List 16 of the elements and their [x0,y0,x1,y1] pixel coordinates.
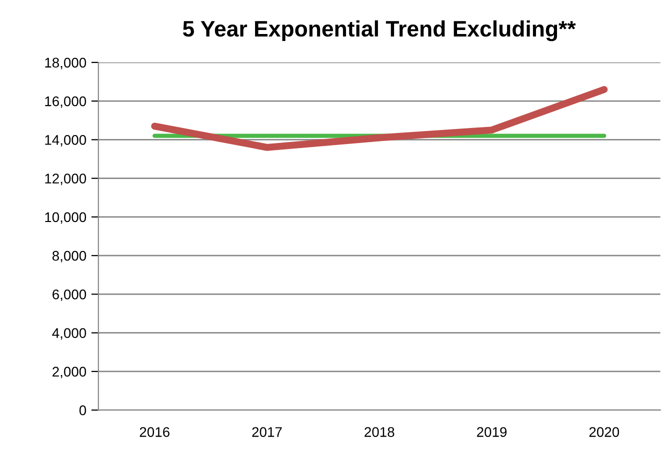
x-tick-label: 2019 [477,427,507,437]
y-tick-label: 16,000 [45,96,86,108]
x-tick-label: 2018 [364,427,394,437]
x-tick-label: 2016 [140,427,170,437]
chart-title: 5 Year Exponential Trend Excluding** [182,20,576,42]
y-tick-label: 2,000 [52,366,86,378]
y-tick-label: 0 [79,405,86,416]
y-tick-label: 8,000 [52,250,86,262]
y-tick-label: 4,000 [52,328,86,340]
y-tick-label: 18,000 [45,58,86,70]
y-tick-label: 10,000 [45,212,86,224]
y-tick-label: 6,000 [52,290,86,302]
x-tick-label: 2017 [252,427,282,437]
y-tick-label: 14,000 [45,135,86,147]
x-tick-label: 2020 [589,427,620,437]
y-tick-label: 12,000 [45,174,86,186]
